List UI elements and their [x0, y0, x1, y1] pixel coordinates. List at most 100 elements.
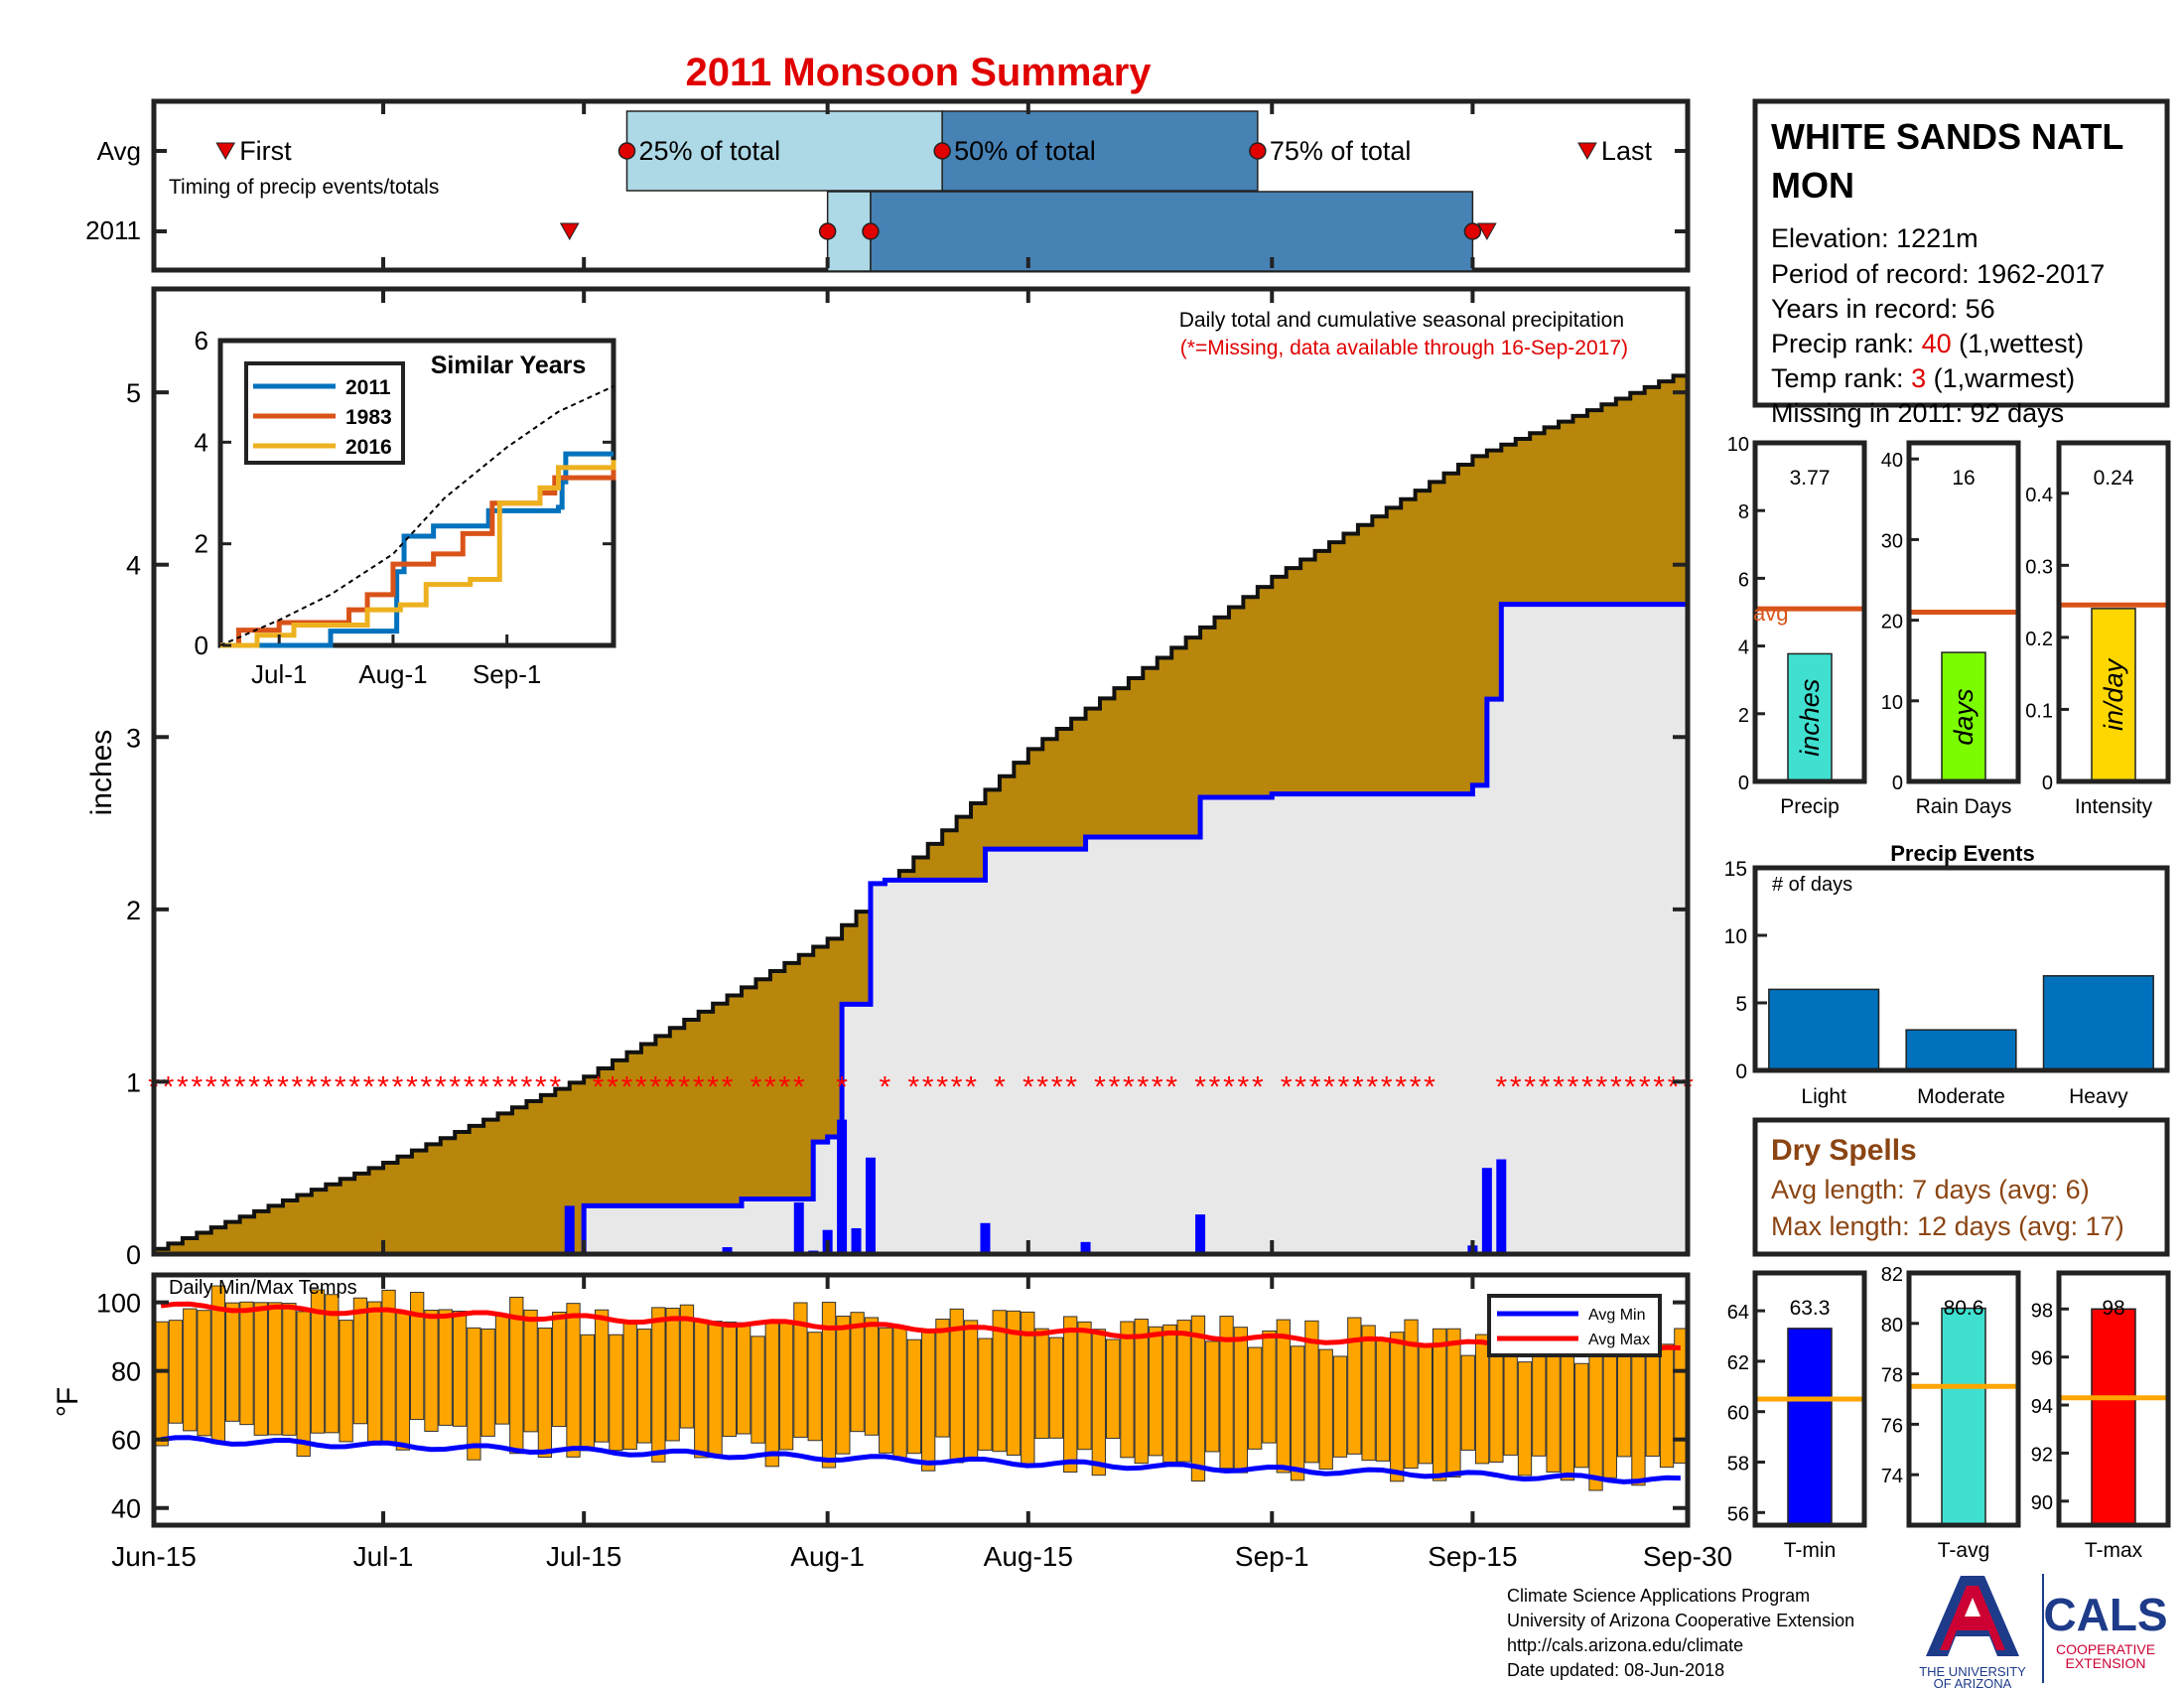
daily-temp-bar — [1390, 1332, 1405, 1482]
daily-precip-bar — [865, 1157, 876, 1254]
year2011-cumulative-fill — [154, 604, 1688, 1254]
missing-marker: * — [1094, 1070, 1106, 1103]
date-tick: Aug-1 — [790, 1541, 865, 1572]
missing-marker: * — [1165, 1070, 1177, 1103]
legend-avg-min: Avg Min — [1588, 1307, 1646, 1324]
daily-temp-bar — [580, 1334, 595, 1452]
daily-temp-bar — [921, 1329, 936, 1472]
intensity-bar-ytick: 0.3 — [2025, 556, 2053, 578]
precip-bar-category: Precip — [1780, 795, 1840, 818]
rain-days-bar-value — [1941, 651, 1986, 782]
daily-precip-bar — [837, 1119, 848, 1254]
daily-precip-bar — [564, 1205, 575, 1254]
daily-temp-bar — [253, 1302, 268, 1436]
missing-marker: * — [1123, 1070, 1135, 1103]
daily-temp-bar — [722, 1321, 738, 1438]
year2011-cumulative-line — [154, 602, 1688, 1257]
tmin-bar-value-label: 63.3 — [1790, 1297, 1831, 1320]
daily-temp-bar — [1332, 1355, 1348, 1458]
daily-precip-bar — [1481, 1168, 1492, 1254]
precip-events-category: Heavy — [2069, 1085, 2128, 1108]
missing-marker: * — [435, 1070, 447, 1103]
daily-temp-bar — [651, 1307, 666, 1463]
y2011-p75-marker — [1463, 222, 1482, 240]
missing-marker: * — [951, 1070, 963, 1103]
date-tick: Jun-15 — [111, 1541, 197, 1572]
precip-ylabel: inches — [85, 730, 118, 816]
y2011-last-marker — [1476, 222, 1497, 241]
missing-marker: * — [1152, 1070, 1163, 1103]
missing-marker: * — [593, 1070, 605, 1103]
tmax-bar-value-label: 98 — [2102, 1297, 2124, 1320]
missing-marker: * — [1596, 1070, 1608, 1103]
precip-ytick: 4 — [126, 551, 141, 581]
missing-marker: * — [163, 1070, 175, 1103]
daily-temp-bar — [1134, 1319, 1149, 1465]
footer-line2: University of Arizona Cooperative Extens… — [1507, 1611, 1854, 1630]
missing-marker: * — [1539, 1070, 1551, 1103]
temp-title: Daily Min/Max Temps — [169, 1277, 357, 1299]
precip-note2: (*=Missing, data available through 16-Se… — [1180, 337, 1628, 359]
precip-events-bar — [2042, 975, 2154, 1071]
daily-temp-bar — [978, 1337, 993, 1451]
daily-precip-bar — [1496, 1159, 1507, 1254]
missing-marker: * — [751, 1070, 762, 1103]
inset-legend-1983: 1983 — [345, 406, 392, 429]
footer: Climate Science Applications Program Uni… — [1507, 1586, 1854, 1680]
precip-events-ylabel: # of days — [1772, 874, 1852, 896]
missing-marker: * — [478, 1070, 489, 1103]
daily-temp-bar — [1034, 1328, 1049, 1440]
cals-line2: EXTENSION — [2066, 1655, 2146, 1671]
daily-temp-bar — [1048, 1336, 1064, 1439]
missing-marker: * — [335, 1070, 346, 1103]
daily-temp-bar — [1077, 1321, 1092, 1451]
missing-marker: * — [1281, 1070, 1293, 1103]
missing-marker: * — [936, 1070, 948, 1103]
missing-marker: * — [1510, 1070, 1522, 1103]
missing-marker: * — [1581, 1070, 1593, 1103]
missing-marker: * — [421, 1070, 433, 1103]
daily-temp-bar — [552, 1311, 567, 1428]
missing-marker: * — [377, 1070, 389, 1103]
daily-temp-bar — [665, 1308, 680, 1442]
daily-temp-bar — [1205, 1340, 1220, 1453]
daily-temp-bar — [1375, 1336, 1391, 1462]
missing-marker: * — [965, 1070, 977, 1103]
precip-bar-ytick: 8 — [1738, 501, 1749, 523]
missing-marker: * — [1238, 1070, 1250, 1103]
temp-legend — [1487, 1294, 1662, 1357]
tavg-bar-chart: 80.6 74 76 78 80 82 T-avg — [1881, 1264, 2021, 1562]
dry-spells-max: Max length: 12 days (avg: 17) — [1771, 1211, 2124, 1241]
timing-panel: First 25% of total 50% of total 75% of tota… — [85, 98, 1691, 273]
missing-marker: * — [306, 1070, 318, 1103]
daily-temp-bar — [1091, 1329, 1106, 1477]
daily-temp-bar — [694, 1319, 709, 1459]
missing-marker: * — [1352, 1070, 1364, 1103]
avg-p75-label: 75% of total — [1270, 136, 1412, 166]
y2011-p50-marker — [862, 222, 880, 240]
daily-temp-bar — [1602, 1349, 1617, 1478]
daily-temp-bar — [1006, 1310, 1022, 1456]
daily-temp-bar — [225, 1302, 240, 1422]
precip-events-bar — [1768, 988, 1880, 1071]
station-precip-rank: Precip rank: 40 (1,wettest) — [1771, 329, 2084, 358]
avg-last-marker — [1577, 142, 1597, 161]
daily-temp-bar — [594, 1309, 610, 1443]
daily-temp-bar — [296, 1311, 311, 1458]
daily-temp-bar — [807, 1332, 822, 1442]
daily-temp-bar — [494, 1315, 510, 1425]
inset-title: Similar Years — [431, 352, 587, 379]
daily-temp-bar — [793, 1302, 808, 1438]
inset-line-2016 — [220, 460, 616, 648]
inset-avg-line — [219, 385, 614, 646]
missing-marker: * — [234, 1070, 246, 1103]
daily-temp-bar — [1433, 1328, 1447, 1481]
missing-marker: * — [392, 1070, 404, 1103]
dry-spells-avg: Avg length: 7 days (avg: 6) — [1771, 1175, 2090, 1204]
missing-marker: * — [707, 1070, 719, 1103]
precip-events-title: Precip Events — [1890, 841, 2035, 866]
daily-temp-bar — [1474, 1334, 1490, 1465]
station-missing: Missing in 2011: 92 days — [1771, 398, 2064, 428]
missing-marker: * — [1495, 1070, 1507, 1103]
missing-marker: * — [922, 1070, 934, 1103]
